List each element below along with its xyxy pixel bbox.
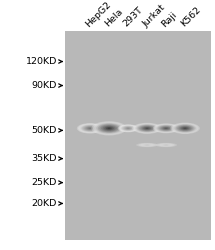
Ellipse shape (141, 144, 154, 146)
Ellipse shape (121, 126, 136, 131)
Ellipse shape (165, 128, 167, 129)
Ellipse shape (98, 124, 120, 133)
Ellipse shape (176, 125, 195, 132)
Text: K562: K562 (179, 5, 202, 29)
Ellipse shape (82, 125, 98, 132)
Ellipse shape (78, 124, 102, 133)
Ellipse shape (158, 125, 175, 132)
Ellipse shape (88, 127, 92, 129)
Ellipse shape (170, 122, 200, 134)
Ellipse shape (164, 144, 168, 146)
Ellipse shape (80, 124, 100, 132)
Text: Raji: Raji (160, 10, 178, 29)
Ellipse shape (184, 128, 186, 129)
Ellipse shape (91, 121, 127, 136)
Ellipse shape (157, 143, 175, 147)
Ellipse shape (160, 144, 173, 146)
Ellipse shape (125, 127, 131, 130)
Ellipse shape (118, 124, 138, 132)
Ellipse shape (180, 126, 190, 130)
Ellipse shape (77, 123, 103, 134)
Ellipse shape (155, 143, 177, 147)
Ellipse shape (153, 123, 179, 133)
Bar (64, 31, 211, 240)
Ellipse shape (139, 125, 155, 131)
Ellipse shape (123, 126, 133, 130)
Ellipse shape (161, 126, 171, 130)
Ellipse shape (79, 124, 101, 132)
Ellipse shape (100, 124, 119, 132)
Ellipse shape (84, 126, 96, 131)
Ellipse shape (126, 128, 130, 129)
Ellipse shape (93, 122, 125, 135)
Ellipse shape (183, 127, 188, 129)
Text: 35KD: 35KD (31, 154, 57, 163)
Ellipse shape (103, 126, 115, 131)
Ellipse shape (173, 124, 197, 133)
Ellipse shape (157, 125, 176, 132)
Text: Jurkat: Jurkat (141, 3, 167, 29)
Ellipse shape (121, 126, 135, 131)
Ellipse shape (138, 125, 157, 132)
Text: 120KD: 120KD (26, 57, 57, 66)
Ellipse shape (143, 144, 152, 146)
Ellipse shape (163, 127, 170, 130)
Ellipse shape (104, 126, 114, 130)
Ellipse shape (132, 123, 162, 134)
Text: Hela: Hela (103, 7, 124, 29)
Ellipse shape (178, 126, 192, 131)
Text: 90KD: 90KD (32, 81, 57, 90)
Text: 25KD: 25KD (32, 178, 57, 187)
Ellipse shape (95, 122, 124, 134)
Ellipse shape (154, 124, 178, 133)
Ellipse shape (143, 127, 151, 130)
Ellipse shape (155, 124, 177, 132)
Ellipse shape (127, 128, 129, 129)
Text: 293T: 293T (122, 6, 145, 29)
Ellipse shape (140, 126, 154, 131)
Ellipse shape (119, 125, 137, 132)
Text: 50KD: 50KD (32, 126, 57, 135)
Ellipse shape (142, 126, 152, 130)
Ellipse shape (124, 127, 132, 130)
Ellipse shape (145, 144, 149, 146)
Ellipse shape (120, 125, 137, 132)
Ellipse shape (172, 123, 198, 134)
Ellipse shape (134, 123, 161, 133)
Ellipse shape (85, 126, 95, 130)
Ellipse shape (138, 143, 156, 147)
Ellipse shape (136, 143, 158, 147)
Ellipse shape (144, 127, 150, 129)
Ellipse shape (159, 126, 173, 131)
Ellipse shape (83, 126, 97, 131)
Ellipse shape (164, 128, 169, 129)
Ellipse shape (174, 124, 196, 132)
Ellipse shape (162, 144, 170, 146)
Ellipse shape (108, 128, 111, 129)
Ellipse shape (136, 124, 158, 132)
Text: 20KD: 20KD (32, 199, 57, 208)
Ellipse shape (135, 124, 159, 133)
Ellipse shape (106, 127, 112, 130)
Ellipse shape (96, 123, 122, 134)
Ellipse shape (123, 126, 134, 130)
Ellipse shape (181, 127, 189, 130)
Ellipse shape (177, 125, 193, 132)
Ellipse shape (86, 127, 94, 130)
Ellipse shape (101, 125, 117, 132)
Ellipse shape (146, 128, 148, 129)
Text: HepG2: HepG2 (84, 0, 113, 29)
Ellipse shape (160, 126, 172, 130)
Ellipse shape (89, 128, 91, 129)
